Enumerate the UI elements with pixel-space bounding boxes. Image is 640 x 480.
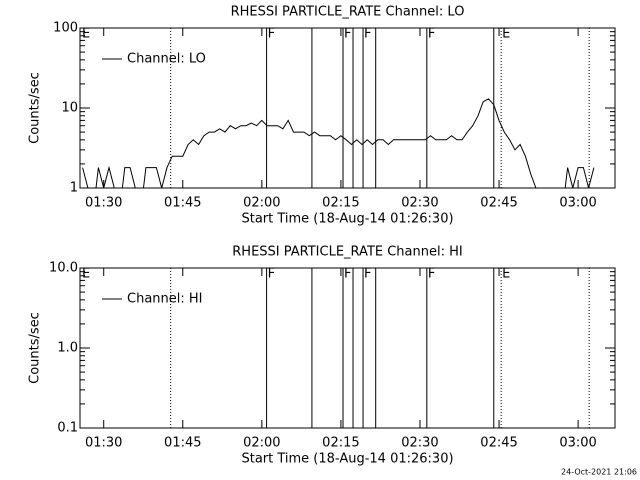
y-axis-label: Counts/sec <box>28 312 43 384</box>
flag-label: F <box>344 27 351 42</box>
flag-label: F <box>344 267 351 282</box>
x-tick-label: 02:15 <box>322 196 359 211</box>
flag-label: F <box>364 27 371 42</box>
y-tick-label: 1.0 <box>57 341 78 356</box>
x-tick-label: 02:00 <box>243 436 280 451</box>
flag-label: E <box>502 27 510 42</box>
y-tick-label: 100 <box>53 21 78 36</box>
chart-title: RHESSI PARTICLE_RATE Channel: LO <box>231 5 465 20</box>
x-tick-label: 01:45 <box>164 196 201 211</box>
data-line <box>82 98 595 188</box>
legend-label: Channel: LO <box>127 52 206 67</box>
flag-label: F <box>428 27 435 42</box>
x-tick-label: 02:00 <box>243 196 280 211</box>
chart-title: RHESSI PARTICLE_RATE Channel: HI <box>232 245 462 260</box>
x-tick-label: 02:30 <box>401 436 438 451</box>
y-axis-label: Counts/sec <box>28 72 43 144</box>
x-tick-label: 01:30 <box>85 196 122 211</box>
legend-label: Channel: HI <box>127 292 203 307</box>
x-tick-label: 02:45 <box>480 196 517 211</box>
y-tick-label: 10.0 <box>49 261 78 276</box>
y-tick-label: 10 <box>61 101 78 116</box>
x-tick-label: 01:30 <box>85 436 122 451</box>
x-tick-label: 03:00 <box>559 196 596 211</box>
flag-label: E <box>82 27 90 42</box>
x-axis-label: Start Time (18-Aug-14 01:26:30) <box>241 212 453 227</box>
y-tick-label: 0.1 <box>57 421 78 436</box>
flag-label: F <box>268 267 275 282</box>
x-tick-label: 02:15 <box>322 436 359 451</box>
x-tick-label: 01:45 <box>164 436 201 451</box>
flag-label: F <box>364 267 371 282</box>
flag-label: F <box>268 27 275 42</box>
x-tick-label: 03:00 <box>559 436 596 451</box>
x-tick-label: 02:30 <box>401 196 438 211</box>
timestamp: 24-Oct-2021 21:06 <box>561 468 637 477</box>
x-tick-label: 02:45 <box>480 436 517 451</box>
flag-label: E <box>502 267 510 282</box>
x-axis-label: Start Time (18-Aug-14 01:26:30) <box>241 452 453 467</box>
flag-label: E <box>82 267 90 282</box>
y-tick-label: 1 <box>70 181 78 196</box>
flag-label: F <box>428 267 435 282</box>
